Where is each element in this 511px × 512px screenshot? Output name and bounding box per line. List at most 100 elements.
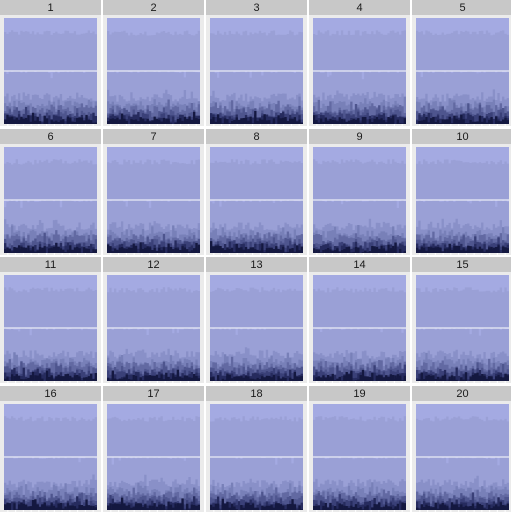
facet-panel-18: 18 [206, 385, 307, 512]
area-spike [340, 199, 344, 204]
area-band-9 [210, 374, 303, 381]
area-spike [111, 71, 114, 73]
area-band-1-upper [4, 30, 97, 71]
area-spike [249, 71, 252, 78]
area-spike [116, 71, 119, 74]
facet-strip-label: 6 [47, 131, 53, 143]
area-spike [446, 456, 449, 463]
facet-strip [309, 385, 410, 401]
area-spike [469, 328, 472, 335]
facet-panel-17: 17 [103, 385, 204, 512]
facet-strip [0, 0, 101, 15]
area-band-1-upper [313, 415, 406, 457]
area-spike [469, 199, 472, 203]
facet-strip [206, 0, 307, 15]
facet-strip [103, 128, 204, 144]
area-spike [111, 456, 114, 465]
area-band-1-upper [313, 287, 406, 328]
area-spike [6, 71, 9, 74]
area-band-9 [210, 498, 303, 510]
area-spike [52, 328, 56, 330]
facet-strip [412, 257, 511, 272]
area-spike [432, 71, 435, 74]
facet-panel-1: 1 [0, 0, 101, 126]
area-band-1-upper [4, 158, 97, 200]
facet-strip-label: 5 [459, 2, 465, 14]
area-spike [118, 456, 121, 461]
area-band-9 [107, 243, 200, 253]
facet-strip [103, 257, 204, 272]
facet-strip [309, 0, 410, 15]
area-band-9 [313, 369, 406, 381]
facet-panel-10: 10 [412, 128, 511, 255]
facet-strip-label: 14 [353, 259, 365, 271]
area-band-1-upper [313, 30, 406, 72]
facet-strip [412, 385, 511, 401]
facet-strip [0, 128, 101, 144]
area-spike [148, 199, 152, 208]
area-band-9 [416, 243, 509, 253]
area-spike [291, 456, 294, 463]
area-band-1-upper [416, 30, 509, 71]
area-band-1-upper [107, 30, 200, 71]
area-spike [361, 71, 365, 80]
area-spike [471, 456, 475, 458]
area-spike [420, 71, 423, 78]
facet-strip-label: 15 [456, 259, 468, 271]
area-band-9 [4, 244, 97, 253]
area-spike [401, 328, 404, 333]
facet-strip-label: 13 [250, 259, 262, 271]
area-spike [71, 71, 74, 73]
facet-panel-11: 11 [0, 257, 101, 383]
area-spike [38, 456, 42, 459]
facet-panel-20: 20 [412, 385, 511, 512]
facet-strip [412, 128, 511, 144]
facet-strip-label: 11 [45, 259, 56, 271]
facet-panel-3: 3 [206, 0, 307, 126]
area-band-9 [107, 501, 200, 510]
facet-panel-6: 6 [0, 128, 101, 255]
facet-strip-label: 4 [356, 2, 362, 14]
facet-strip-label: 17 [147, 388, 159, 400]
area-band-8 [107, 111, 200, 124]
facet-panel-9: 9 [309, 128, 410, 255]
facet-panel-12: 12 [103, 257, 204, 383]
area-spike [272, 199, 276, 203]
area-spike [29, 328, 32, 336]
area-spike [396, 199, 400, 208]
facet-strip-label: 10 [456, 131, 468, 143]
area-band-1-upper [107, 158, 200, 200]
facet-strip-label: 1 [47, 2, 53, 14]
area-band-9 [313, 242, 406, 253]
area-band-9 [313, 503, 406, 510]
area-band-9 [210, 242, 303, 253]
facet-panel-15: 15 [412, 257, 511, 383]
facet-panel-16: 16 [0, 385, 101, 512]
facet-strip-label: 12 [147, 259, 159, 271]
area-spike [380, 328, 383, 333]
area-spike [448, 328, 451, 330]
area-spike [41, 456, 44, 459]
facet-strip-label: 3 [253, 2, 259, 14]
facet-strip [309, 257, 410, 272]
area-spike [495, 199, 498, 207]
area-spike [59, 199, 63, 207]
facet-strip-label: 8 [253, 131, 259, 143]
area-band-1-upper [313, 158, 406, 200]
area-band-1-upper [416, 287, 509, 328]
facet-panel-13: 13 [206, 257, 307, 383]
facet-strip-label: 16 [44, 388, 56, 400]
area-spike [172, 328, 175, 334]
area-spike [50, 71, 53, 79]
area-band-9 [416, 116, 509, 124]
facet-panel-7: 7 [103, 128, 204, 255]
area-spike [319, 328, 323, 332]
facet-strip [0, 257, 101, 272]
area-spike [326, 71, 330, 77]
area-spike [176, 328, 180, 333]
facet-panel-4: 4 [309, 0, 410, 126]
area-spike [17, 328, 21, 332]
facet-strip [206, 128, 307, 144]
area-spike [352, 456, 355, 459]
area-band-9 [4, 374, 97, 381]
